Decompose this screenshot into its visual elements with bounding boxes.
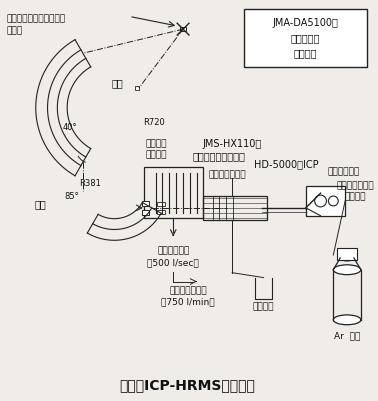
Text: 磁場: 磁場 <box>112 78 123 88</box>
Bar <box>135 86 139 90</box>
Bar <box>156 210 164 214</box>
Text: ローターポンプ
（750 l/min）: ローターポンプ （750 l/min） <box>161 286 215 307</box>
Text: ネブライザー: ネブライザー <box>327 167 359 176</box>
Text: R720: R720 <box>143 118 164 127</box>
Circle shape <box>314 195 327 207</box>
Ellipse shape <box>333 265 361 275</box>
Bar <box>203 196 266 220</box>
Text: Ar  ガス: Ar ガス <box>334 331 360 340</box>
Bar <box>306 186 345 216</box>
Text: イオンマルチプライヤー
検出器: イオンマルチプライヤー 検出器 <box>6 14 65 35</box>
Ellipse shape <box>333 315 361 325</box>
Bar <box>337 248 357 260</box>
Text: JMA-DA5100型
データ処理
システム: JMA-DA5100型 データ処理 システム <box>273 18 338 58</box>
Ellipse shape <box>340 255 354 261</box>
Text: ターボポンプ
（500 l/sec）: ターボポンプ （500 l/sec） <box>147 247 199 267</box>
Bar <box>180 27 186 31</box>
Text: R381: R381 <box>79 179 101 188</box>
Text: プラズマトーチ: プラズマトーチ <box>208 170 246 179</box>
Bar <box>144 167 203 218</box>
Bar <box>142 210 149 215</box>
Text: サンプル: サンプル <box>253 302 274 312</box>
Bar <box>244 8 367 67</box>
Text: ガスフローコン
トロラー: ガスフローコン トロラー <box>336 181 374 201</box>
Text: 40°: 40° <box>63 123 77 132</box>
Bar <box>156 202 164 206</box>
Text: インター
フェース: インター フェース <box>146 140 167 160</box>
Text: 85°: 85° <box>65 192 79 200</box>
Text: 図１　ICP-HRMSの概略図: 図１ ICP-HRMSの概略図 <box>119 379 255 393</box>
Bar <box>142 201 149 206</box>
Text: HD-5000型ICP: HD-5000型ICP <box>254 159 319 169</box>
Text: 高分解能質量分析計: 高分解能質量分析計 <box>193 151 246 161</box>
Text: JMS-HX110型: JMS-HX110型 <box>203 139 262 149</box>
Circle shape <box>328 196 338 206</box>
Text: 電場: 電場 <box>35 199 46 209</box>
